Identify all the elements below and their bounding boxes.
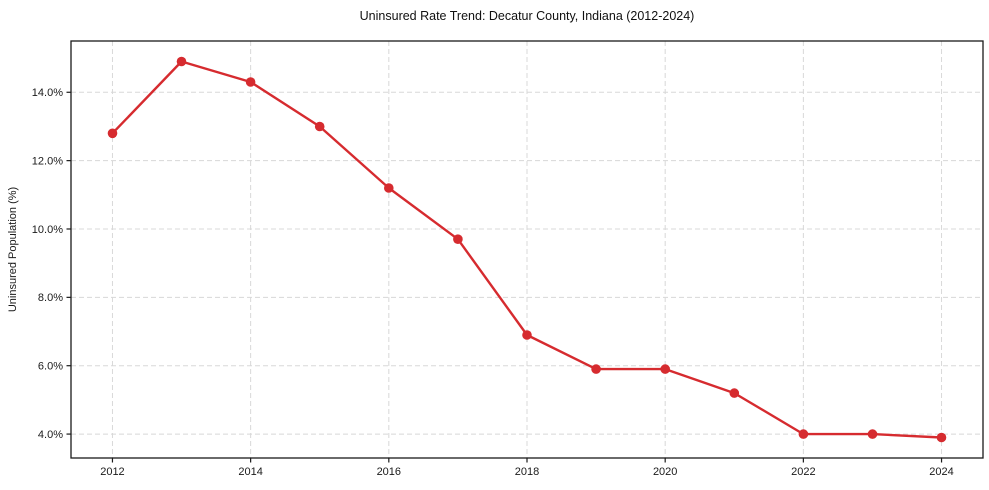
data-point: [245, 77, 256, 87]
x-tick-label: 2024: [929, 466, 953, 478]
y-tick-label: 6.0%: [38, 361, 63, 373]
x-tick-label: 2018: [515, 466, 539, 478]
y-tick-label: 8.0%: [38, 292, 63, 304]
data-point: [729, 388, 740, 398]
x-tick-label: 2012: [100, 466, 124, 478]
y-axis-label: Uninsured Population (%): [7, 187, 19, 312]
y-tick-label: 10.0%: [32, 224, 63, 236]
data-point: [522, 330, 532, 340]
data-point: [453, 234, 463, 244]
y-tick-label: 14.0%: [32, 87, 63, 99]
data-point: [867, 429, 878, 439]
data-point: [660, 364, 670, 374]
data-point: [314, 121, 325, 132]
x-tick-label: 2014: [238, 466, 262, 478]
data-point: [936, 432, 947, 443]
data-point: [384, 183, 394, 193]
chart-title: Uninsured Rate Trend: Decatur County, In…: [359, 9, 695, 23]
x-tick-label: 2016: [377, 466, 401, 478]
y-tick-label: 4.0%: [38, 429, 63, 441]
data-point: [176, 56, 187, 67]
x-tick-label: 2020: [653, 466, 677, 478]
data-point: [591, 364, 601, 374]
data-point: [798, 429, 809, 439]
data-point: [107, 128, 118, 139]
y-tick-label: 12.0%: [32, 155, 63, 167]
x-tick-label: 2022: [791, 466, 815, 478]
